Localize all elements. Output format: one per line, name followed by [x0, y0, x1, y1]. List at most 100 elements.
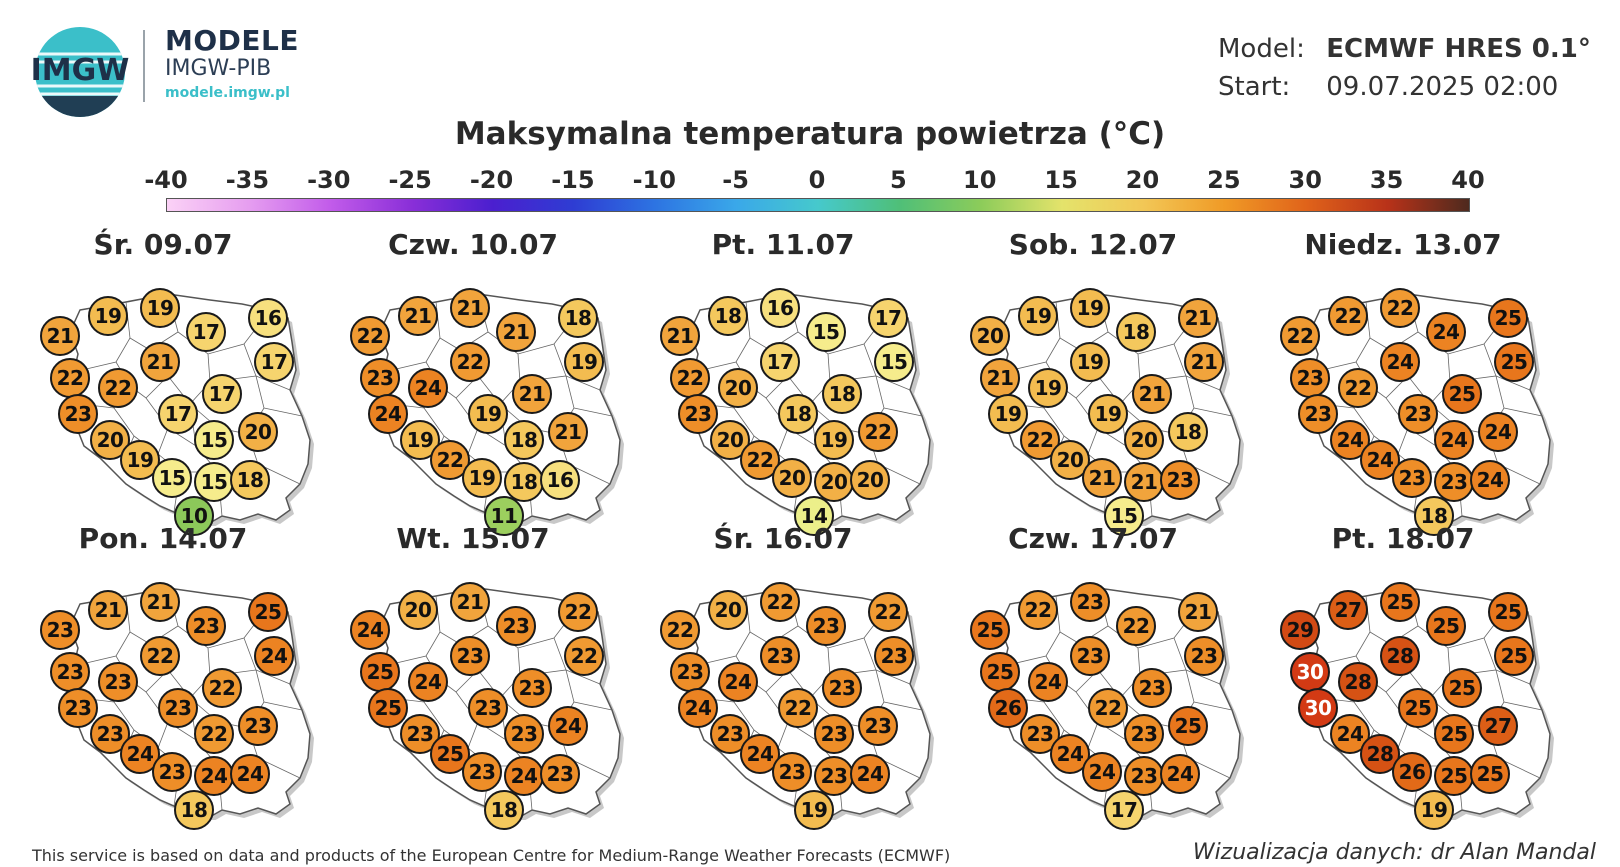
temperature-marker: 19: [120, 440, 160, 480]
temperature-marker: 18: [708, 296, 748, 336]
temperature-marker: 21: [1132, 374, 1172, 414]
temperature-marker: 22: [1020, 420, 1060, 460]
temperature-marker: 19: [468, 394, 508, 434]
temperature-marker: 22: [1280, 316, 1320, 356]
temperature-marker: 16: [760, 288, 800, 328]
temperature-marker: 21: [140, 582, 180, 622]
temperature-marker: 23: [238, 706, 278, 746]
temperature-marker: 18: [1168, 412, 1208, 452]
temperature-marker: 18: [504, 462, 544, 502]
temperature-marker: 22: [202, 668, 242, 708]
temperature-marker: 19: [462, 458, 502, 498]
region-border: [573, 407, 613, 417]
temperature-marker: 19: [88, 296, 128, 336]
temperature-marker: 18: [778, 394, 818, 434]
region-border: [81, 595, 131, 665]
temperature-marker: 17: [760, 342, 800, 382]
temperature-marker: 15: [874, 342, 914, 382]
temperature-marker: 24: [504, 756, 544, 796]
credit-note: Wizualizacja danych: dr Alan Mandal: [1192, 840, 1596, 865]
scale-tick: -30: [307, 166, 351, 194]
region-border: [787, 647, 831, 699]
temperature-marker: 25: [1494, 342, 1534, 382]
temperature-marker: 30: [1290, 652, 1330, 692]
temperature-marker: 17: [1104, 790, 1144, 830]
temperature-marker: 15: [152, 458, 192, 498]
temperature-marker: 23: [1392, 458, 1432, 498]
temperature-marker: 24: [1434, 420, 1474, 460]
day-panel: Wt. 15.07 24 20 21 23 22 22 25 24 23 23 25 23 24 23 23 2…: [328, 522, 624, 830]
brand-url[interactable]: modele.imgw.pl: [165, 85, 290, 101]
temperature-marker: 23: [40, 610, 80, 650]
temperature-marker: 23: [186, 606, 226, 646]
temperature-marker: 24: [850, 754, 890, 794]
day-label: Niedz. 13.07: [1304, 228, 1502, 261]
temperature-marker: 23: [670, 652, 710, 692]
model-label: Model:: [1218, 34, 1305, 64]
temperature-marker: 25: [970, 610, 1010, 650]
scale-tick: 15: [1044, 166, 1078, 194]
temperature-marker: 27: [1328, 590, 1368, 630]
temperature-marker: 25: [1434, 714, 1474, 754]
temperature-marker: 20: [708, 590, 748, 630]
temperature-marker: 30: [1298, 688, 1338, 728]
region-border: [1011, 595, 1061, 665]
temperature-marker: 23: [814, 756, 854, 796]
temperature-marker: 20: [970, 316, 1010, 356]
region-border: [701, 595, 751, 665]
region-border: [883, 407, 923, 417]
temperature-marker: 23: [1184, 636, 1224, 676]
scale-tick: 20: [1125, 166, 1160, 194]
temperature-marker: 23: [1298, 394, 1338, 434]
temperature-marker: 24: [678, 688, 718, 728]
scale-tick: -15: [551, 166, 595, 194]
temperature-marker: 25: [980, 652, 1020, 692]
temperature-marker: 19: [564, 342, 604, 382]
temperature-marker: 18: [822, 374, 862, 414]
day-label: Czw. 10.07: [388, 228, 558, 261]
temperature-marker: 23: [806, 606, 846, 646]
temperature-marker: 21: [140, 342, 180, 382]
temperature-marker: 20: [772, 458, 812, 498]
temperature-marker: 22: [670, 358, 710, 398]
scale-tick: 25: [1207, 166, 1241, 194]
brand-block: MODELE IMGW-PIB modele.imgw.pl: [165, 26, 299, 104]
scale-tick: 5: [890, 166, 907, 194]
region-border: [391, 301, 441, 371]
region-border: [167, 353, 211, 405]
source-note: This service is based on data and produc…: [32, 846, 951, 865]
temperature-marker: 25: [1470, 754, 1510, 794]
temperature-marker: 21: [88, 590, 128, 630]
region-border: [263, 407, 303, 417]
temperature-marker: 20: [814, 462, 854, 502]
day-label: Pon. 14.07: [78, 522, 248, 555]
temperature-marker: 21: [496, 312, 536, 352]
temperature-marker: 23: [512, 668, 552, 708]
temperature-marker: 19: [1414, 790, 1454, 830]
temperature-marker: 23: [1398, 394, 1438, 434]
temperature-marker: 22: [1116, 606, 1156, 646]
temperature-marker: 18: [1414, 496, 1454, 536]
temperature-marker: 18: [558, 298, 598, 338]
region-border: [167, 647, 211, 699]
model-value: ECMWF HRES 0.1°: [1326, 34, 1591, 64]
day-label: Śr. 16.07: [713, 522, 853, 555]
temperature-marker: 21: [548, 412, 588, 452]
temperature-marker: 24: [1380, 342, 1420, 382]
temperature-marker: 23: [50, 652, 90, 692]
temperature-marker: 22: [858, 412, 898, 452]
temperature-marker: 23: [760, 636, 800, 676]
temperature-marker: 25: [1488, 592, 1528, 632]
region-border: [263, 701, 303, 711]
day-panel: Śr. 09.07 21 19 19 17 16 17 22 22 21 17 23 17 20 15 20 1…: [18, 228, 314, 536]
logo-separator: [143, 30, 145, 102]
temperature-marker: 28: [1380, 636, 1420, 676]
scale-tick: 35: [1369, 166, 1404, 194]
temperature-marker: 23: [152, 752, 192, 792]
temperature-marker: 17: [254, 342, 294, 382]
scale-tick: 40: [1451, 166, 1485, 194]
temperature-marker: 20: [1124, 420, 1164, 460]
temperature-marker: 23: [678, 394, 718, 434]
temperature-marker: 21: [660, 316, 700, 356]
temperature-marker: 23: [496, 606, 536, 646]
